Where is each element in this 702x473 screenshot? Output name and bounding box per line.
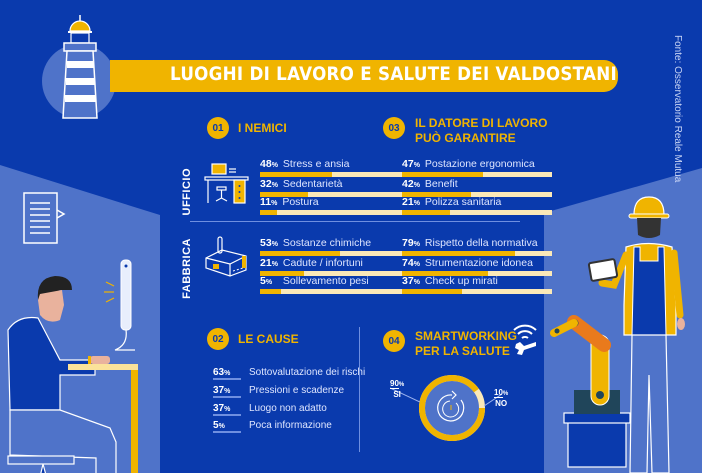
source-note: Fonte: Osservatorio Reale Mutua xyxy=(672,35,683,183)
donut-leader-no xyxy=(484,393,502,407)
bar-fill xyxy=(260,251,340,256)
lighthouse-icon xyxy=(62,15,98,119)
bar-row-checkup: 37% Check up mirati xyxy=(402,275,552,297)
smartworking-donut-chart xyxy=(419,375,485,441)
bar-track xyxy=(260,172,410,177)
bar-track xyxy=(402,271,552,276)
bar-fill xyxy=(260,210,277,215)
donut-leader-si xyxy=(390,387,420,403)
bar-track xyxy=(402,192,552,197)
document-icon xyxy=(23,192,66,244)
bar-track xyxy=(402,210,552,215)
bar-fill xyxy=(402,172,483,177)
bar-row-postazione: 47% Postazione ergonomica xyxy=(402,158,552,180)
section-01-badge: 01 xyxy=(207,117,229,139)
bar-track xyxy=(402,172,552,177)
bar-fill xyxy=(260,172,332,177)
bar-row-sostanze: 53% Sostanze chimiche xyxy=(260,237,410,259)
bar-track xyxy=(260,271,410,276)
bar-track xyxy=(260,251,410,256)
bar-row-postura: 11% Postura xyxy=(260,196,410,218)
page-title: LUOGHI DI LAVORO E SALUTE DEI VALDOSTANI xyxy=(170,63,617,85)
bar-track xyxy=(402,251,552,256)
section-divider xyxy=(190,221,520,222)
fabbrica-label: FABBRICA xyxy=(181,238,193,299)
bar-track xyxy=(260,210,410,215)
office-worker-illustration xyxy=(7,192,138,473)
bar-row-stress: 48% Stress e ansia xyxy=(260,158,410,180)
section-03-title-line1: IL DATORE DI LAVORO xyxy=(415,116,548,130)
bar-fill xyxy=(402,251,515,256)
office-desk-icon xyxy=(204,163,249,204)
section-04-badge: 04 xyxy=(383,330,405,352)
donut-label-no: 10% NO xyxy=(494,388,509,408)
section-02-title: LE CAUSE xyxy=(238,332,299,346)
ufficio-label: UFFICIO xyxy=(181,168,193,216)
donut-label-si: 90% SI xyxy=(390,379,405,399)
cause-row: 37% Pressioni e scadenze xyxy=(213,385,345,398)
bar-fill xyxy=(260,192,308,197)
bar-fill xyxy=(402,271,488,276)
section-divider-vertical xyxy=(359,327,360,452)
bar-row-polizza: 21% Polizza sanitaria xyxy=(402,196,552,218)
bar-row-benefit: 42% Benefit xyxy=(402,178,552,200)
cause-row: 63% Sottovalutazione dei rischi xyxy=(213,367,366,380)
section-01-title: I NEMICI xyxy=(238,121,287,135)
bar-row-cadute: 21% Cadute / infortuni xyxy=(260,257,410,279)
bar-row-sollevamento: 5% Sollevamento pesi xyxy=(260,275,410,297)
wifi-wrench-icon xyxy=(513,324,537,355)
bar-row-strumentazione: 74% Strumentazione idonea xyxy=(402,257,552,279)
section-02-badge: 02 xyxy=(207,328,229,350)
bar-fill xyxy=(402,289,462,294)
bar-track xyxy=(260,289,410,294)
factory-worker-illustration xyxy=(550,196,685,473)
section-03-title-line2: PUÒ GARANTIRE xyxy=(415,131,516,145)
cause-row: 5% Poca informazione xyxy=(213,420,332,433)
section-04-title-line1: SMARTWORKING xyxy=(415,329,517,343)
bar-fill xyxy=(260,289,281,294)
bar-track xyxy=(260,192,410,197)
title-banner xyxy=(110,60,618,92)
bar-fill xyxy=(402,210,450,215)
section-03-badge: 03 xyxy=(383,117,405,139)
cause-row: 37% Luogo non adatto xyxy=(213,403,327,416)
section-04-title-line2: PER LA SALUTE xyxy=(415,344,510,358)
bar-fill xyxy=(260,271,304,276)
factory-icon xyxy=(205,236,247,277)
bar-row-normativa: 79% Rispetto della normativa xyxy=(402,237,552,259)
bar-fill xyxy=(402,192,471,197)
bar-track xyxy=(402,289,552,294)
bar-row-sedentarieta: 32% Sedentarietà xyxy=(260,178,410,200)
